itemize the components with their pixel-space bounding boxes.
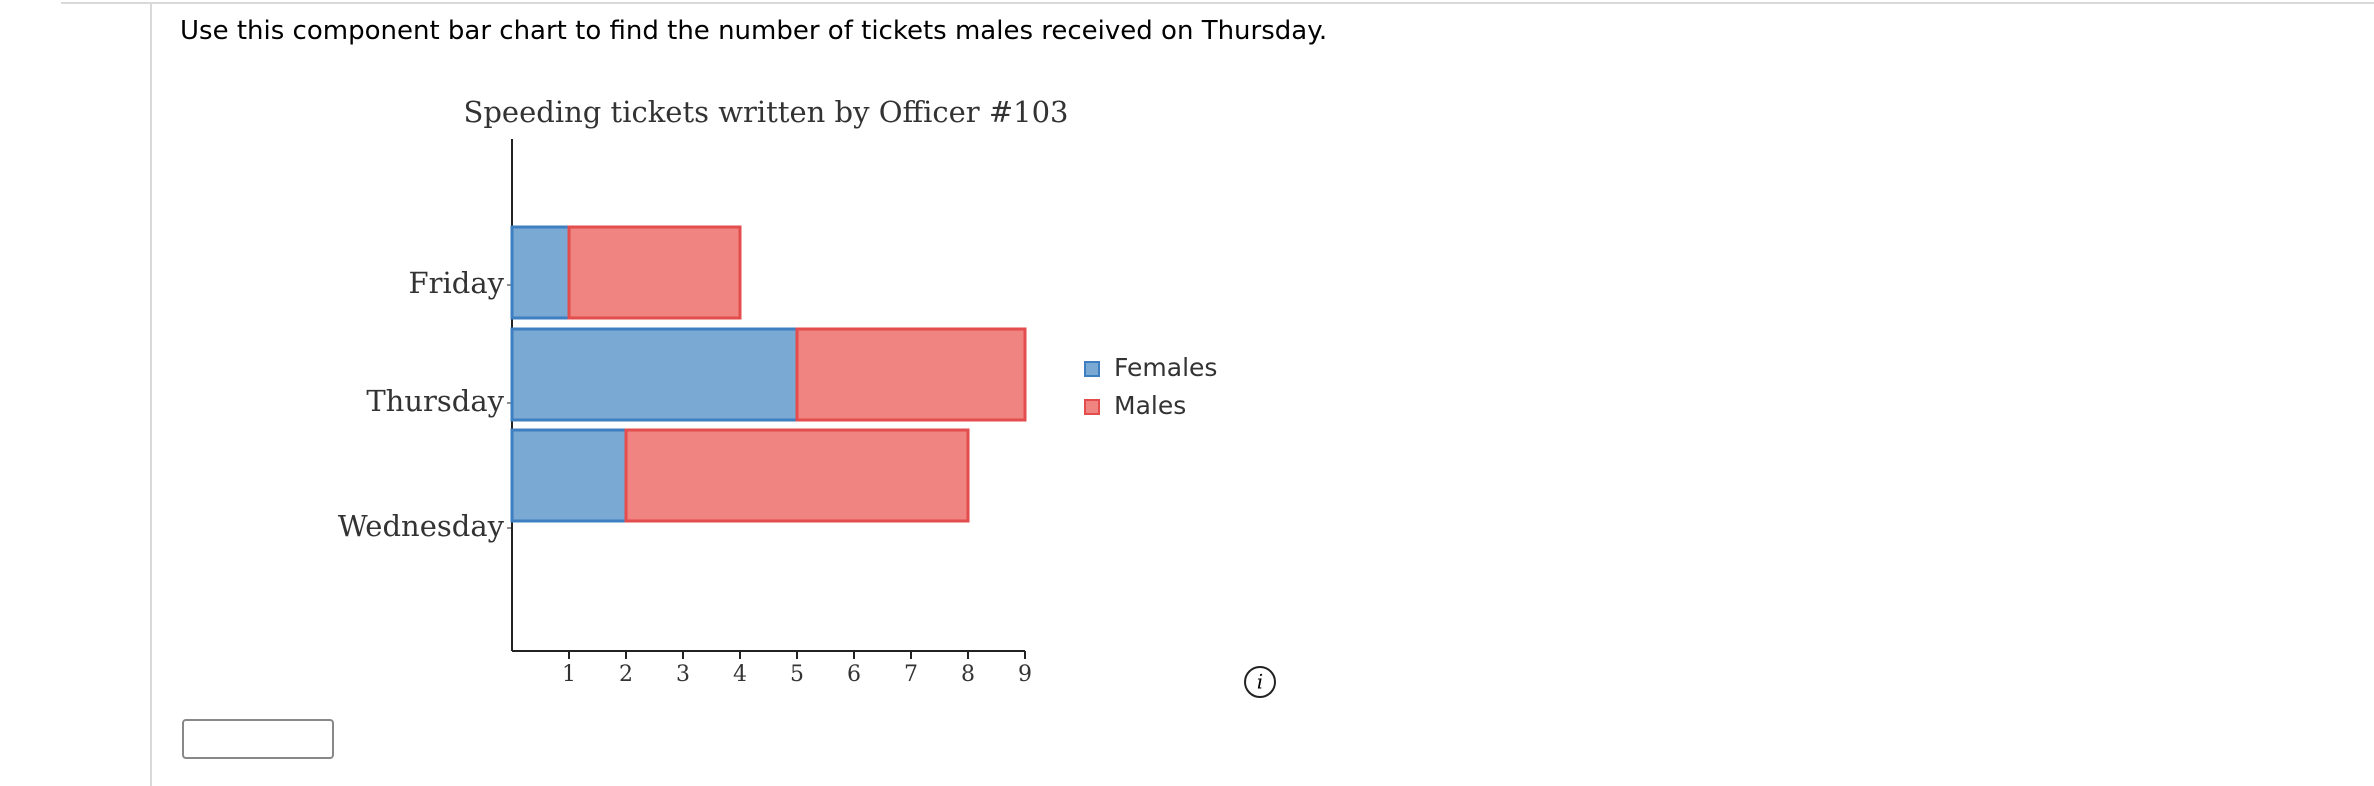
frame-border: [61, 2, 2374, 4]
x-tick-label: 5: [790, 662, 804, 687]
legend-label: Males: [1114, 391, 1186, 420]
svg-text:i: i: [1257, 670, 1263, 694]
info-icon[interactable]: i: [1244, 666, 1276, 698]
question-text: Use this component bar chart to find the…: [180, 16, 1328, 46]
y-tick-label: Thursday: [366, 384, 504, 418]
answer-input[interactable]: [182, 719, 334, 759]
y-tick-label: Wednesday: [338, 509, 505, 543]
x-tick-label: 8: [961, 662, 975, 687]
frame-border: [150, 2, 152, 786]
x-tick-label: 9: [1018, 662, 1032, 687]
x-tick-label: 6: [847, 662, 861, 687]
legend-swatch: [1084, 361, 1100, 377]
bar-segment: [795, 327, 1027, 422]
x-tick-label: 7: [904, 662, 918, 687]
x-tick-label: 1: [562, 662, 576, 687]
legend-swatch: [1084, 399, 1100, 415]
bar-segment: [510, 428, 628, 523]
bar-segment: [510, 327, 799, 422]
bar-segment: [510, 225, 571, 320]
x-tick-label: 2: [619, 662, 633, 687]
x-tick-label: 3: [676, 662, 690, 687]
legend-label: Females: [1114, 353, 1217, 382]
x-tick-label: 4: [733, 662, 747, 687]
y-tick-label: Friday: [409, 266, 505, 300]
bar-segment: [624, 428, 970, 523]
chart-title: Speeding tickets written by Officer #103: [464, 95, 1069, 129]
bar-segment: [567, 225, 742, 320]
